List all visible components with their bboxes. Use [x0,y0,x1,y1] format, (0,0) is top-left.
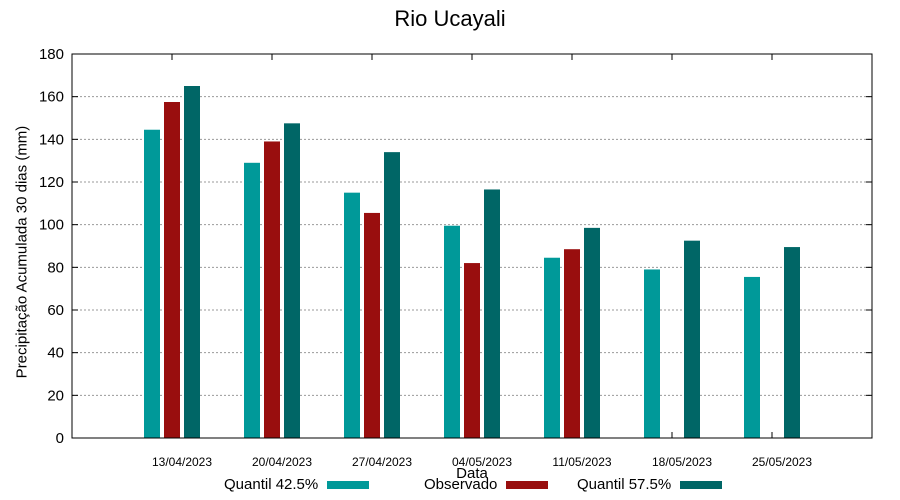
legend: Quantil 42.5% Observado Quantil 57.5% [0,476,900,498]
y-tick-label: 80 [47,259,64,276]
bar [644,269,660,438]
y-tick-label: 60 [47,302,64,319]
bar [344,192,360,438]
bar [584,227,600,438]
bar [444,225,460,438]
bar [484,189,500,438]
legend-label: Quantil 57.5% [577,476,672,493]
x-tick-label: 20/04/2023 [252,455,312,469]
y-tick-label: 40 [47,345,64,362]
bar [284,123,300,438]
y-tick-label: 160 [39,89,64,106]
bar [244,162,260,439]
bar [144,129,160,438]
x-tick-label: 11/05/2023 [552,455,611,469]
bar [384,152,400,438]
bar [684,240,700,438]
y-tick-label: 140 [39,131,64,148]
x-axis-label: Data [456,465,488,482]
bar [464,263,480,438]
bar [364,212,380,438]
y-tick-label: 100 [39,217,64,234]
bar [544,257,560,438]
bar [184,86,200,438]
y-tick-label: 0 [56,430,64,447]
y-tick-label: 120 [39,174,64,191]
chart-title: Rio Ucayali [394,6,506,31]
legend-swatch [327,480,370,489]
x-tick-label: 18/05/2023 [652,455,712,469]
plot-frame [71,53,873,439]
x-tick-label: 25/05/2023 [752,455,812,469]
legend-swatch [680,480,723,489]
x-tick-label: 04/05/2023 [452,455,512,469]
y-tick-label: 20 [47,387,64,404]
bar [564,249,580,438]
legend-item-quantil-42-5: Quantil 42.5% [224,476,370,493]
legend-label: Quantil 42.5% [224,476,319,493]
y-tick-label: 180 [39,46,64,63]
bar [164,102,180,438]
x-tick-label: 27/04/2023 [352,455,412,469]
legend-swatch [506,480,549,489]
x-tick-label: 13/04/2023 [152,455,212,469]
legend-label: Observado [424,476,498,493]
bar [264,141,280,438]
bar [784,247,800,438]
bar [744,276,760,438]
legend-item-quantil-57-5: Quantil 57.5% [577,476,723,493]
legend-item-observado: Observado [424,476,549,493]
